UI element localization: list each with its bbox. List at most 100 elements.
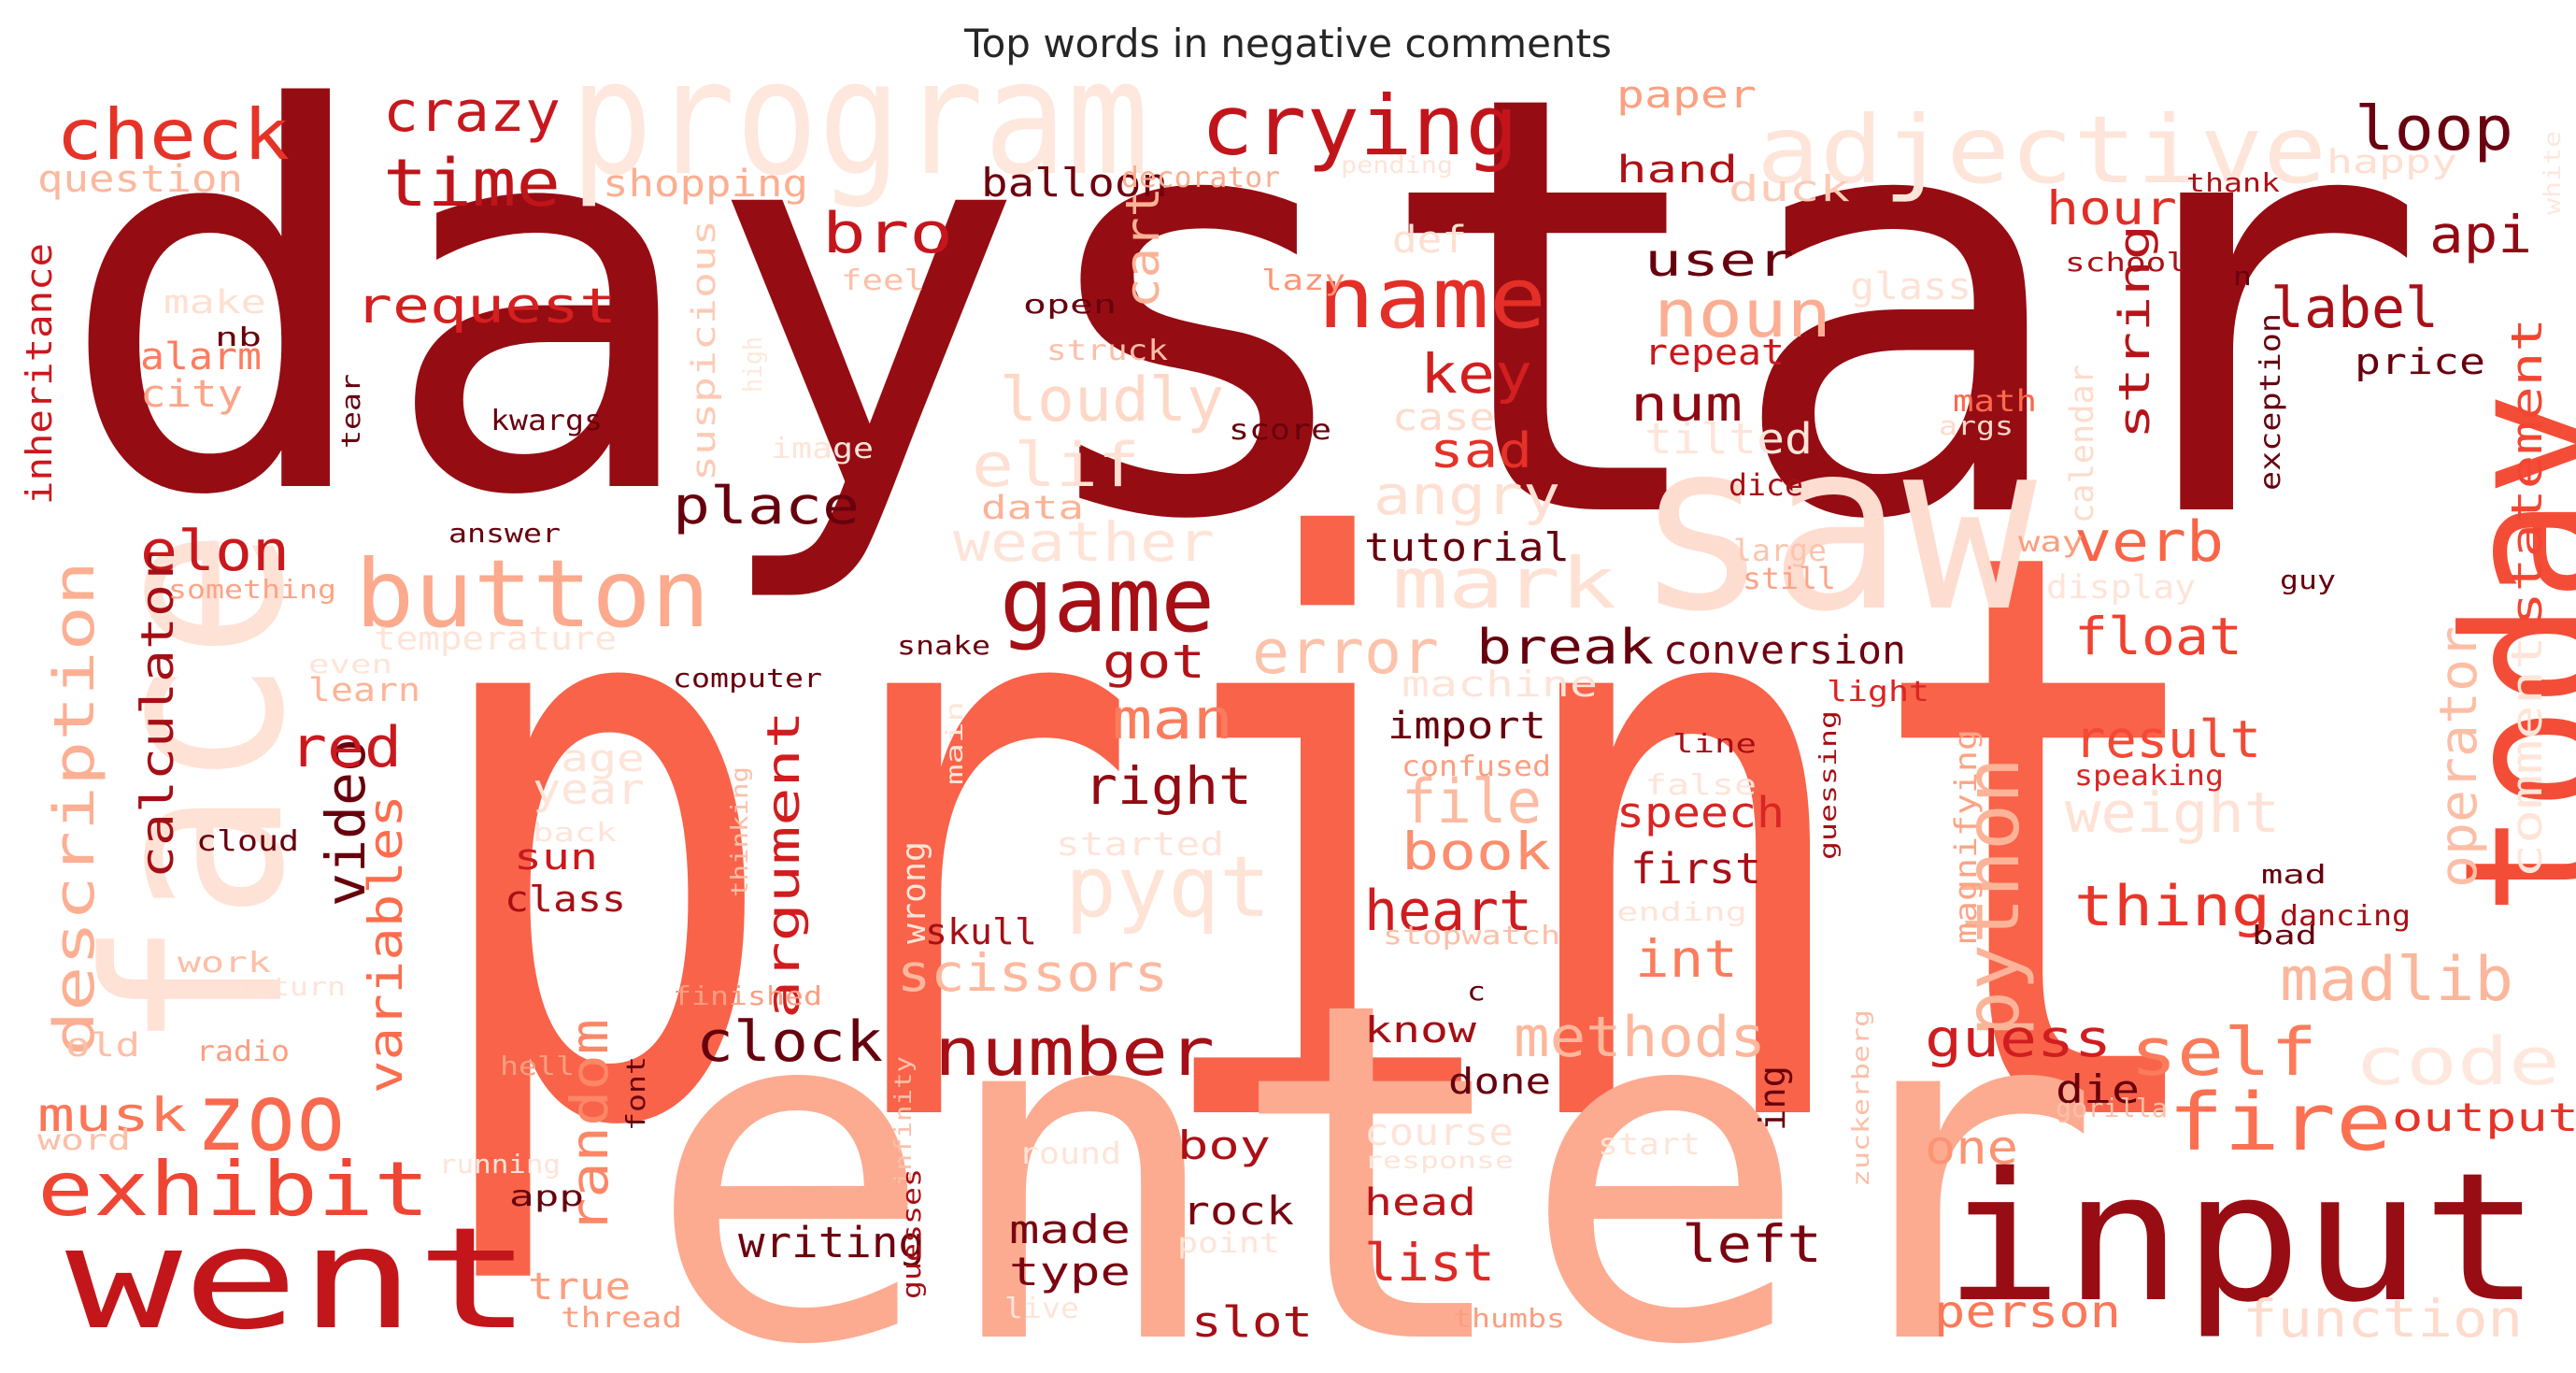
- word-argument: argument: [758, 710, 810, 1019]
- word-saw: saw: [1635, 391, 2037, 663]
- word-image: image: [771, 433, 874, 465]
- word-type: type: [1009, 1249, 1131, 1294]
- word-alarm: alarm: [140, 336, 262, 379]
- word-label: label: [2270, 276, 2439, 341]
- word-scissors: scissors: [897, 943, 1168, 1003]
- word-display: display: [2046, 569, 2196, 607]
- word-true: true: [528, 1266, 631, 1309]
- word-writing: writing: [738, 1218, 925, 1267]
- word-something: something: [168, 574, 336, 605]
- word-snake: snake: [897, 630, 990, 661]
- word-feel: feel: [841, 265, 925, 297]
- word-thank: thank: [2186, 167, 2280, 198]
- word-number: number: [934, 1014, 1215, 1091]
- word-finished: finished: [673, 980, 822, 1011]
- word-first: first: [1630, 844, 1761, 894]
- word-class: class: [505, 879, 626, 920]
- word-still: still: [1743, 561, 1836, 596]
- word-crying: crying: [1201, 78, 1518, 174]
- word-shopping: shopping: [603, 163, 808, 206]
- word-wrong: wrong: [896, 841, 933, 944]
- word-high: high: [737, 336, 768, 393]
- word-key: key: [1420, 342, 1532, 406]
- word-noun: noun: [1654, 276, 1831, 352]
- word-loop: loop: [2355, 94, 2513, 164]
- word-back: back: [533, 817, 617, 848]
- word-suspicious: suspicious: [686, 220, 723, 481]
- word-weight: weight: [2065, 780, 2280, 846]
- word-sad: sad: [1430, 423, 1532, 479]
- word-answer: answer: [448, 518, 561, 549]
- word-struck: struck: [1046, 335, 1168, 367]
- word-list: list: [1364, 1233, 1495, 1293]
- word-output: output: [2392, 1094, 2576, 1140]
- word-start: start: [1598, 1126, 1701, 1162]
- word-way: way: [2018, 526, 2084, 559]
- word-time: time: [383, 145, 561, 222]
- word-got: got: [1103, 635, 1205, 689]
- word-round: round: [1018, 1136, 1121, 1171]
- word-result: result: [2074, 709, 2261, 769]
- word-right: right: [1084, 756, 1252, 816]
- word-magnifying: magnifying: [1948, 729, 1984, 944]
- word-enter: enter: [645, 903, 2102, 1373]
- word-old: old: [65, 1027, 140, 1065]
- word-confused: confused: [1402, 751, 1551, 783]
- word-boy: boy: [1177, 1123, 1271, 1168]
- word-calculator: calculator: [132, 551, 184, 879]
- word-api: api: [2429, 205, 2532, 265]
- word-slot: slot: [1191, 1297, 1313, 1347]
- word-tear: tear: [335, 374, 366, 449]
- word-zuckerberg: zuckerberg: [1847, 1009, 1874, 1187]
- word-lazy: lazy: [1261, 265, 1345, 297]
- word-num: num: [1630, 377, 1743, 433]
- word-program: program: [570, 26, 1149, 211]
- word-pending: pending: [1341, 151, 1453, 179]
- word-learn: learn: [308, 672, 420, 709]
- word-case: case: [1392, 396, 1495, 439]
- word-city: city: [140, 373, 243, 416]
- word-def: def: [1392, 219, 1467, 262]
- word-angry: angry: [1373, 464, 1560, 527]
- word-happy: happy: [2327, 144, 2457, 181]
- word-elif: elif: [972, 431, 1140, 501]
- word-variables: variables: [359, 794, 413, 1094]
- word-temperature: temperature: [374, 621, 617, 658]
- word-zoo: zoo: [196, 1063, 346, 1172]
- word-int: int: [1635, 929, 1738, 989]
- word-comment: comment: [2502, 636, 2552, 879]
- word-stopwatch: stopwatch: [1383, 920, 1560, 951]
- word-year: year: [533, 765, 645, 814]
- word-bad: bad: [2252, 920, 2317, 951]
- word-course: course: [1364, 1111, 1514, 1154]
- word-speech: speech: [1616, 788, 1785, 837]
- word-school: school: [2065, 247, 2186, 278]
- word-gorilla: gorilla: [2056, 1093, 2168, 1123]
- word-nb: nb: [215, 322, 262, 352]
- word-float: float: [2074, 607, 2242, 666]
- word-return: return: [234, 971, 346, 1002]
- word-error: error: [1252, 618, 1439, 688]
- word-tutorial: tutorial: [1364, 524, 1570, 570]
- word-repeat: repeat: [1644, 332, 1785, 373]
- word-guessing: guessing: [1815, 710, 1842, 860]
- word-done: done: [1448, 1061, 1551, 1102]
- word-main: main: [941, 701, 968, 785]
- word-man: man: [1112, 687, 1233, 752]
- word-print: print: [420, 384, 2224, 1298]
- word-verb: verb: [2074, 509, 2224, 575]
- word-break: break: [1476, 620, 1654, 676]
- word-kwargs: kwargs: [491, 405, 603, 437]
- word-import: import: [1388, 705, 1546, 748]
- word-hour: hour: [2046, 181, 2177, 236]
- word-conversion: conversion: [1663, 627, 1906, 673]
- word-pyqt: pyqt: [1065, 838, 1271, 937]
- word-make: make: [164, 284, 266, 322]
- word-response: response: [1364, 1147, 1514, 1174]
- word-thread: thread: [561, 1302, 682, 1335]
- word-loudly: loudly: [1000, 365, 1224, 436]
- word-word: word: [37, 1124, 131, 1157]
- word-function: function: [2242, 1289, 2523, 1349]
- word-went: went: [65, 1198, 533, 1361]
